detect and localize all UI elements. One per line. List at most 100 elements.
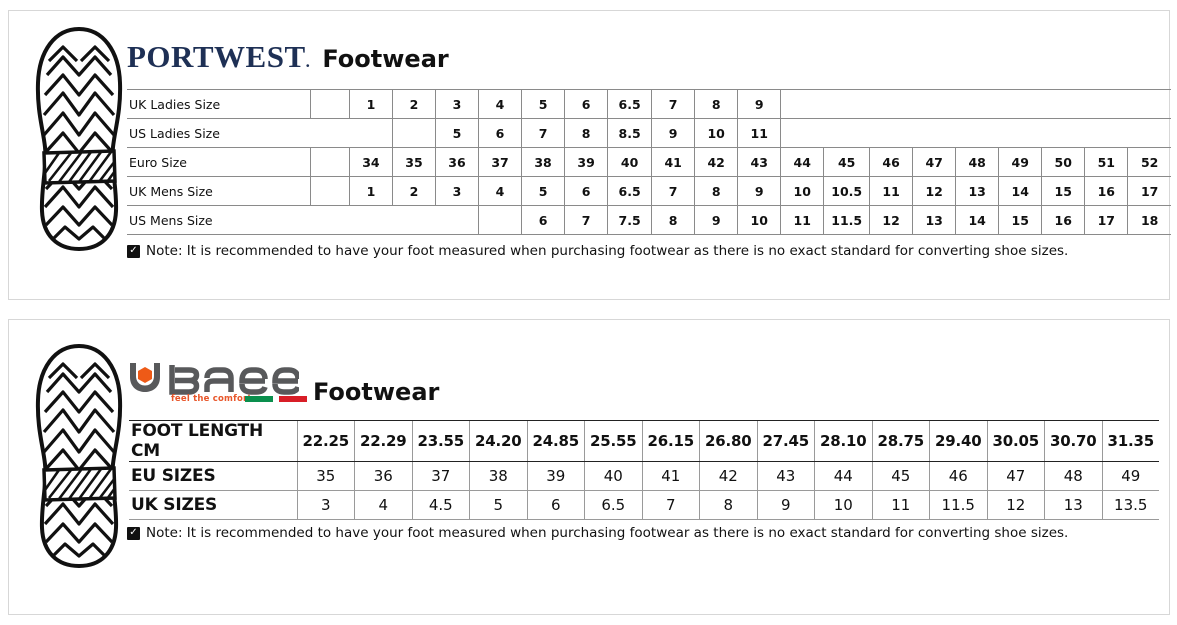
- table-cell: [780, 118, 824, 148]
- italy-flag-red-bar: [279, 396, 307, 402]
- table-cell: 11: [869, 176, 913, 206]
- table-cell: 31.35: [1101, 420, 1159, 462]
- table-cell: 13: [912, 205, 956, 235]
- table-cell: [912, 118, 956, 148]
- table-row: UK SIZES 3 4 4.5 5 6 6.5 7 8 9 10 11 11.5 12 13 13.5: [129, 490, 1159, 520]
- table-cell: 34: [348, 147, 393, 177]
- table-cell: [435, 205, 479, 235]
- table-cell: 5: [434, 118, 479, 148]
- table-cell: 9: [756, 490, 815, 520]
- table-cell: 10: [814, 490, 872, 520]
- table-row: UK Mens Size 1 2 3 4 5 6 6.5 7 8 9 10 10.5 11 12 13 14 15…: [127, 176, 1171, 206]
- table-cell: 45: [871, 461, 930, 491]
- table-cell: 24.20: [469, 420, 527, 462]
- row-label: UK Mens Size: [127, 176, 271, 206]
- table-cell: 38: [521, 147, 565, 177]
- table-cell: 10.5: [823, 176, 870, 206]
- table-row: US Mens Size 6 7 7.5 8 9 10 11 11.5 12 13 14 15 16 17 1…: [127, 205, 1171, 235]
- table-cell: [869, 89, 913, 119]
- check-square-icon: ✓: [127, 526, 140, 540]
- table-cell: 37: [411, 461, 470, 491]
- table-cell: 24.85: [526, 420, 585, 462]
- table-cell: 17: [1127, 176, 1171, 206]
- table-cell: 9: [694, 205, 738, 235]
- table-cell: [309, 176, 350, 206]
- table-cell: 52: [1127, 147, 1171, 177]
- table-cell: 26.80: [699, 420, 757, 462]
- table-cell: 15: [998, 205, 1042, 235]
- table-cell: 12: [869, 205, 913, 235]
- table-cell: 11.5: [823, 205, 870, 235]
- shoe-sole-illustration: [31, 342, 127, 570]
- table-cell: [349, 205, 393, 235]
- table-cell: 25.55: [584, 420, 642, 462]
- table-cell: [270, 118, 310, 148]
- table-cell: 1: [348, 176, 393, 206]
- table-cell: 5: [521, 176, 565, 206]
- table-cell: 9: [651, 118, 695, 148]
- table-cell: 7: [641, 490, 700, 520]
- table-cell: 7: [521, 118, 565, 148]
- table-cell: [310, 118, 350, 148]
- base-brand-suffix: Footwear: [313, 378, 440, 406]
- table-cell: 40: [607, 147, 652, 177]
- table-cell: [823, 89, 870, 119]
- table-cell: 47: [912, 147, 956, 177]
- table-cell: 38: [469, 461, 527, 491]
- portwest-content: PORTWEST. Footwear UK Ladies Size 1 2 3 4 5 6 6…: [119, 11, 1171, 299]
- table-row: EU SIZES 35 36 37 38 39 40 41 42 43 44 45 46 47 48 49: [129, 461, 1159, 491]
- table-cell: 6.5: [584, 490, 642, 520]
- table-cell: 16: [1084, 176, 1128, 206]
- table-cell: 11: [871, 490, 930, 520]
- table-cell: 13: [955, 176, 999, 206]
- table-cell: 2: [391, 176, 436, 206]
- row-label: US Mens Size: [127, 205, 271, 235]
- base-note-text: Note: It is recommended to have your foo…: [146, 525, 1069, 541]
- portwest-note-text: Note: It is recommended to have your foo…: [146, 243, 1069, 259]
- table-cell: 44: [780, 147, 824, 177]
- table-cell: 50: [1041, 147, 1085, 177]
- table-cell: [955, 118, 999, 148]
- table-cell: [1041, 118, 1085, 148]
- table-cell: 8: [694, 89, 738, 119]
- table-cell: [912, 89, 956, 119]
- table-cell: [309, 89, 350, 119]
- table-cell: 14: [998, 176, 1042, 206]
- table-cell: 9: [737, 176, 781, 206]
- table-cell: 35: [391, 147, 436, 177]
- table-cell: 7.5: [607, 205, 652, 235]
- table-cell: 6.5: [607, 176, 652, 206]
- portwest-size-table: UK Ladies Size 1 2 3 4 5 6 6.5 7 8 9 US Ladies Size…: [127, 89, 1171, 235]
- table-cell: 26.15: [641, 420, 700, 462]
- table-row: UK Ladies Size 1 2 3 4 5 6 6.5 7 8 9: [127, 89, 1171, 119]
- table-cell: 22.29: [354, 420, 412, 462]
- table-cell: 3: [434, 176, 479, 206]
- table-cell: [270, 89, 310, 119]
- row-label: Euro Size: [127, 147, 271, 177]
- table-cell: 42: [699, 461, 757, 491]
- shoe-sole-illustration: [31, 25, 127, 253]
- table-cell: 8: [564, 118, 608, 148]
- table-cell: 8: [694, 176, 738, 206]
- table-cell: 36: [434, 147, 479, 177]
- table-cell: 28.10: [814, 420, 872, 462]
- table-cell: 39: [564, 147, 608, 177]
- table-cell: 51: [1084, 147, 1128, 177]
- table-cell: 46: [869, 147, 913, 177]
- table-row: FOOT LENGTH CM 22.25 22.29 23.55 24.20 24.85 2…: [129, 420, 1159, 462]
- table-cell: 7: [651, 176, 695, 206]
- table-cell: 8.5: [607, 118, 652, 148]
- table-cell: 39: [526, 461, 585, 491]
- table-cell: 1: [348, 89, 393, 119]
- table-cell: 13: [1044, 490, 1102, 520]
- table-cell: [1084, 118, 1128, 148]
- table-cell: [780, 89, 824, 119]
- table-cell: 4: [477, 176, 522, 206]
- row-label: FOOT LENGTH CM: [129, 420, 297, 462]
- table-cell: 18: [1127, 205, 1171, 235]
- table-cell: [349, 118, 393, 148]
- base-logo: feel the comfort: [127, 360, 307, 408]
- table-cell: 48: [1044, 461, 1102, 491]
- table-cell: 43: [756, 461, 815, 491]
- table-cell: 13.5: [1101, 490, 1159, 520]
